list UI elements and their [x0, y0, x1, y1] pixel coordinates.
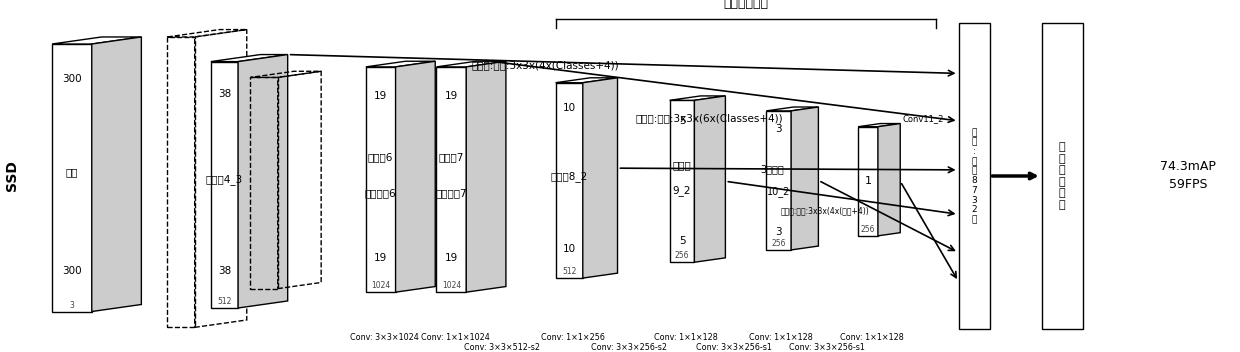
Text: Conv11_2: Conv11_2 — [903, 114, 944, 124]
Text: Conv: 1×1×256: Conv: 1×1×256 — [541, 333, 605, 342]
Text: 256: 256 — [675, 251, 689, 260]
Polygon shape — [670, 100, 694, 262]
Polygon shape — [238, 55, 288, 308]
Text: 3: 3 — [775, 124, 782, 134]
Polygon shape — [92, 37, 141, 312]
Polygon shape — [766, 111, 791, 250]
Text: 3卷积层: 3卷积层 — [760, 164, 785, 174]
Polygon shape — [52, 44, 92, 312]
Polygon shape — [396, 61, 435, 292]
Text: Conv: 1×1×1024: Conv: 1×1×1024 — [420, 333, 490, 342]
Polygon shape — [556, 78, 618, 83]
Text: 分类器:卷积:3x3x(4x(类别+4)): 分类器:卷积:3x3x(4x(类别+4)) — [780, 207, 869, 216]
Text: Conv: 1×1×128: Conv: 1×1×128 — [839, 333, 904, 342]
Text: 3: 3 — [69, 301, 74, 310]
Text: 19: 19 — [374, 91, 387, 101]
Text: 10: 10 — [563, 244, 575, 254]
Polygon shape — [858, 127, 878, 236]
Text: SSD: SSD — [5, 161, 20, 191]
Text: 分类器:卷积:3x3x(6x(Classes+4)): 分类器:卷积:3x3x(6x(Classes+4)) — [635, 113, 784, 123]
Text: 全连接层6: 全连接层6 — [365, 188, 397, 198]
Text: 5: 5 — [678, 117, 686, 126]
Text: 分类器:卷积:3x3x(4x(Classes+4)): 分类器:卷积:3x3x(4x(Classes+4)) — [471, 60, 620, 70]
Text: 38: 38 — [218, 266, 231, 276]
Polygon shape — [694, 96, 725, 262]
Text: 1: 1 — [864, 176, 872, 186]
Polygon shape — [211, 62, 238, 308]
Polygon shape — [858, 124, 900, 127]
Text: 1024: 1024 — [371, 281, 391, 290]
Polygon shape — [52, 37, 141, 44]
Text: 图像: 图像 — [66, 168, 78, 177]
Polygon shape — [211, 55, 288, 62]
Text: 300: 300 — [62, 74, 82, 84]
Text: 10: 10 — [563, 103, 575, 113]
Text: 74.3mAP
59FPS: 74.3mAP 59FPS — [1159, 161, 1216, 191]
Polygon shape — [766, 107, 818, 111]
Polygon shape — [1042, 23, 1083, 329]
Text: 卷积层6: 卷积层6 — [368, 152, 393, 162]
Text: Conv: 1×1×128: Conv: 1×1×128 — [749, 333, 813, 342]
Polygon shape — [436, 67, 466, 292]
Polygon shape — [959, 23, 990, 329]
Text: 1024: 1024 — [441, 281, 461, 290]
Polygon shape — [878, 124, 900, 236]
Text: 19: 19 — [445, 253, 458, 263]
Text: 卷积层: 卷积层 — [672, 160, 692, 170]
Text: 5: 5 — [678, 236, 686, 246]
Text: 19: 19 — [374, 253, 387, 263]
Text: 10_2: 10_2 — [768, 186, 790, 197]
Text: 512: 512 — [562, 267, 577, 276]
Text: 256: 256 — [771, 239, 786, 248]
Polygon shape — [366, 61, 435, 67]
Text: 检
测
:
每
类
8
7
3
2
个: 检 测 : 每 类 8 7 3 2 个 — [971, 128, 977, 224]
Text: Conv: 3×3×512-s2: Conv: 3×3×512-s2 — [464, 343, 541, 352]
Text: 全连接层7: 全连接层7 — [435, 188, 467, 198]
Polygon shape — [583, 78, 618, 278]
Text: 卷积层8_2: 卷积层8_2 — [551, 171, 588, 182]
Text: 300: 300 — [62, 266, 82, 276]
Polygon shape — [366, 67, 396, 292]
Text: 额外的特征层: 额外的特征层 — [723, 0, 769, 10]
Text: 38: 38 — [218, 89, 231, 99]
Text: 9_2: 9_2 — [673, 186, 691, 196]
Text: 卷积层7: 卷积层7 — [439, 152, 464, 162]
Text: Conv: 1×1×128: Conv: 1×1×128 — [653, 333, 718, 342]
Text: Conv: 3×3×256-s1: Conv: 3×3×256-s1 — [789, 343, 866, 352]
Text: 512: 512 — [217, 297, 232, 306]
Text: Conv: 3×3×256-s1: Conv: 3×3×256-s1 — [696, 343, 773, 352]
Text: 19: 19 — [445, 91, 458, 101]
Text: 非
极
大
值
抑
制: 非 极 大 值 抑 制 — [1059, 142, 1065, 210]
Polygon shape — [670, 96, 725, 100]
Text: Conv: 3×3×1024: Conv: 3×3×1024 — [350, 333, 419, 342]
Polygon shape — [556, 83, 583, 278]
Polygon shape — [466, 61, 506, 292]
Text: 256: 256 — [861, 225, 875, 234]
Text: Conv: 3×3×256-s2: Conv: 3×3×256-s2 — [590, 343, 667, 352]
Text: 卷积层4_3: 卷积层4_3 — [206, 175, 243, 185]
Polygon shape — [791, 107, 818, 250]
Text: 3: 3 — [775, 227, 782, 237]
Polygon shape — [436, 61, 506, 67]
